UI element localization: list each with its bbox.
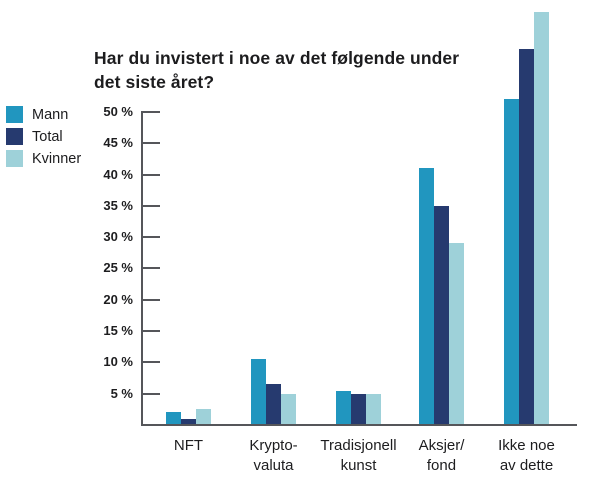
x-category-label-3: Aksjer/ fond [418, 437, 465, 474]
chart-title-line-2: det siste året? [94, 72, 215, 93]
bar-mann-3 [419, 168, 434, 425]
x-category-label-0: NFT [173, 437, 204, 454]
legend-label-mann: Mann [32, 106, 69, 123]
legend-item-mann: Mann [6, 106, 81, 123]
y-tick-label-10: 10 % [103, 354, 133, 369]
bar-total-1 [266, 384, 281, 425]
y-axis-line [141, 111, 143, 425]
y-tick-10 [141, 361, 160, 363]
bar-kvinner-0 [196, 409, 211, 425]
chart-title: Har du invistert i noe av det følgende u… [94, 46, 459, 94]
bar-kvinner-3 [449, 243, 464, 425]
y-tick-30 [141, 236, 160, 238]
bar-kvinner-1 [281, 394, 296, 425]
y-tick-label-20: 20 % [103, 292, 133, 307]
legend-item-total: Total [6, 128, 81, 145]
y-tick-label-25: 25 % [103, 260, 133, 275]
bar-total-2 [351, 394, 366, 425]
x-category-label-1: Krypto- valuta [249, 437, 298, 474]
y-tick-15 [141, 330, 160, 332]
y-tick-40 [141, 174, 160, 176]
x-category-label-4: Ikke noe av dette [498, 437, 555, 474]
y-tick-label-40: 40 % [103, 167, 133, 182]
bar-total-0 [181, 419, 196, 425]
legend-swatch-kvinner [6, 150, 23, 167]
y-tick-50 [141, 111, 160, 113]
bar-total-3 [434, 206, 449, 425]
y-tick-label-5: 5 % [110, 386, 133, 401]
x-category-label-2: Tradisjonell kunst [320, 437, 397, 474]
y-tick-45 [141, 142, 160, 144]
y-tick-35 [141, 205, 160, 207]
bar-total-4 [519, 49, 534, 425]
bar-mann-1 [251, 359, 266, 425]
legend-swatch-total [6, 128, 23, 145]
bar-mann-2 [336, 391, 351, 425]
chart-title-line-1: Har du invistert i noe av det følgende u… [94, 48, 460, 68]
legend-item-kvinner: Kvinner [6, 150, 81, 167]
y-tick-20 [141, 299, 160, 301]
y-tick-25 [141, 267, 160, 269]
y-tick-label-45: 45 % [103, 135, 133, 150]
legend: Mann Total Kvinner [6, 106, 81, 167]
bar-kvinner-2 [366, 394, 381, 425]
legend-label-total: Total [32, 128, 63, 145]
legend-swatch-mann [6, 106, 23, 123]
bar-mann-4 [504, 99, 519, 425]
y-tick-label-50: 50 % [103, 104, 133, 119]
y-tick-5 [141, 393, 160, 395]
y-tick-label-15: 15 % [103, 323, 133, 338]
bar-kvinner-4 [534, 12, 549, 425]
y-tick-label-30: 30 % [103, 229, 133, 244]
y-tick-label-35: 35 % [103, 198, 133, 213]
bar-mann-0 [166, 412, 181, 425]
legend-label-kvinner: Kvinner [32, 150, 82, 167]
x-axis-line [141, 424, 577, 426]
